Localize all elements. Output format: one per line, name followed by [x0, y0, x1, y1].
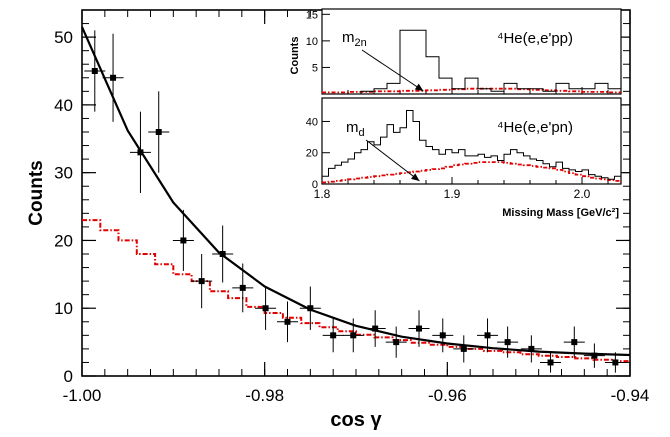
- annotation-symbol: m: [346, 119, 359, 136]
- data-point: [299, 286, 321, 330]
- data-point: [364, 310, 386, 347]
- data-point: [172, 209, 194, 271]
- main-data-marks: [80, 26, 631, 373]
- annotation-arrow: [361, 49, 424, 92]
- inset-x-axis-label: Missing Mass [GeV/c²]: [502, 207, 619, 219]
- data-marker: [91, 68, 98, 74]
- main-x-axis-label: cos γ: [330, 409, 382, 431]
- data-point: [255, 286, 277, 330]
- inset-data-histogram: [322, 110, 621, 182]
- fit-curve: [80, 26, 631, 357]
- data-point: [276, 301, 299, 343]
- data-marker: [439, 332, 446, 339]
- data-marker: [180, 237, 187, 244]
- inset-panel-1: 5 10 15 ⁴He(e,e'pp) m2n Counts: [289, 8, 622, 95]
- data-point: [129, 111, 151, 193]
- data-point: [212, 225, 234, 283]
- inset-data-histogram: [322, 29, 621, 94]
- y-tick-label: 10: [54, 299, 73, 318]
- inset-y-tick-label: 0: [312, 179, 318, 191]
- y-tick-label: 0: [64, 367, 73, 386]
- data-marker: [612, 359, 619, 366]
- data-point: [604, 352, 626, 373]
- data-point: [102, 33, 124, 122]
- data-point: [408, 310, 430, 347]
- annotation-arrowhead: [414, 83, 424, 91]
- annotation-arrowhead: [411, 173, 420, 181]
- inset-y-axis-label: Counts: [289, 37, 301, 75]
- data-marker: [528, 345, 535, 352]
- data-marker: [155, 129, 162, 135]
- inset-annotation: m2n: [342, 29, 367, 49]
- data-point: [477, 318, 499, 353]
- inset-x-tick-label: 2.0: [574, 187, 591, 201]
- inset-y-tick-label: 40: [306, 116, 318, 128]
- data-marker: [571, 339, 578, 346]
- inset-y-tick-label: 20: [306, 148, 318, 160]
- inset-reaction-label: ⁴He(e,e'pp): [497, 30, 573, 47]
- data-marker: [110, 74, 117, 81]
- inset-simulation-histogram: [322, 87, 621, 94]
- x-tick-label: -1.00: [63, 386, 102, 405]
- y-tick-label: 20: [54, 231, 73, 250]
- data-marker: [137, 149, 144, 156]
- inset-simulation-histogram: [322, 161, 621, 184]
- data-point: [540, 352, 562, 373]
- y-tick-label: 40: [54, 96, 73, 115]
- x-tick-label: -0.96: [428, 386, 467, 405]
- data-marker: [198, 278, 205, 285]
- data-point: [385, 326, 407, 358]
- data-point: [342, 318, 364, 353]
- data-point: [563, 326, 585, 358]
- annotation-subscript: d: [359, 127, 365, 139]
- data-marker: [547, 359, 554, 366]
- inset-annotation: md: [346, 119, 365, 139]
- inset-y-tick-label: 10: [306, 36, 318, 48]
- data-marker: [591, 352, 598, 359]
- data-point: [520, 335, 542, 363]
- simulation-histogram: [82, 219, 630, 363]
- data-point: [191, 254, 213, 309]
- data-point: [232, 263, 254, 313]
- x-tick-label: -0.94: [611, 386, 650, 405]
- data-marker: [239, 284, 246, 291]
- data-marker: [262, 305, 269, 312]
- inset-x-tick-label: 1.8: [314, 187, 331, 201]
- data-marker: [460, 345, 467, 352]
- data-point: [148, 91, 170, 173]
- inset-x-tick-label: 1.9: [444, 187, 461, 201]
- annotation-subscript: 2n: [355, 37, 367, 49]
- inset-y-tick-label: 15: [306, 9, 318, 21]
- data-marker: [307, 305, 314, 312]
- inset-reaction-label: ⁴He(e,e'pn): [497, 119, 573, 136]
- data-marker: [393, 339, 400, 346]
- data-marker: [484, 332, 491, 339]
- main-y-axis-label: Counts: [26, 160, 47, 225]
- x-tick-label: -0.98: [245, 386, 284, 405]
- data-marker: [372, 325, 379, 332]
- data-point: [432, 318, 454, 353]
- inset-y-tick-label: 5: [312, 62, 318, 74]
- data-marker: [350, 332, 357, 339]
- data-point: [583, 343, 605, 368]
- data-marker: [330, 332, 337, 339]
- y-tick-label: 50: [54, 28, 73, 47]
- data-point: [453, 335, 475, 363]
- data-marker: [504, 339, 511, 346]
- inset-panel-2: 0 20 40 ⁴He(e,e'pn) md 1.8 1.9 2.0 Missing Mass …: [306, 97, 622, 219]
- y-tick-label: 30: [54, 164, 73, 183]
- data-point: [497, 326, 519, 358]
- data-marker: [416, 325, 423, 332]
- inset-frame: [321, 8, 622, 95]
- annotation-symbol: m: [342, 29, 355, 46]
- data-point: [84, 30, 106, 112]
- data-marker: [284, 318, 291, 325]
- data-marker: [219, 251, 226, 257]
- annotation-arrow: [365, 139, 420, 182]
- data-point: [322, 318, 344, 353]
